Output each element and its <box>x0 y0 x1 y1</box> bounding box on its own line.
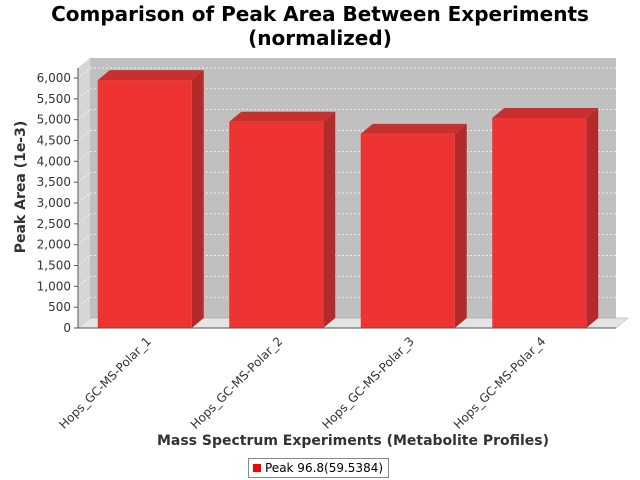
grid-lines <box>77 67 616 308</box>
grid-line-diag <box>77 88 91 100</box>
grid-line-diag <box>77 171 91 183</box>
bar <box>360 123 467 328</box>
y-tick-label: 500 <box>48 300 71 314</box>
legend-swatch <box>253 464 261 472</box>
legend-label: Peak 96.8(59.5384) <box>265 461 384 475</box>
bars <box>97 70 599 328</box>
plot-side-wall <box>78 58 90 328</box>
bar-front <box>360 133 455 328</box>
bar-side <box>323 111 336 328</box>
y-tick-label: 5,000 <box>37 113 71 127</box>
grid-line-diag <box>77 130 91 141</box>
legend: Peak 96.8(59.5384) <box>248 458 390 478</box>
x-axis-title: Mass Spectrum Experiments (Metabolite Pr… <box>157 433 549 449</box>
y-tick-label: 6,000 <box>37 71 71 85</box>
bar <box>97 70 204 328</box>
bar-top <box>492 108 599 118</box>
bar-side <box>191 70 204 328</box>
bar-side <box>454 123 467 328</box>
grid-line-diag <box>77 67 91 79</box>
grid-line-diag <box>77 234 91 245</box>
y-tick-label: 4,000 <box>37 154 71 168</box>
x-tick-label: Hops_GC-MS-Polar_4 <box>451 334 549 432</box>
grid-line-diag <box>77 213 91 225</box>
y-tick-label: 0 <box>63 321 71 335</box>
chart-title-line-2: (normalized) <box>248 26 392 50</box>
y-axis-ticks: 0 500 1,000 1,500 2,000 2,500 3,000 3,500 4,000 4… <box>37 71 78 335</box>
y-tick-label: 3,000 <box>37 196 71 210</box>
bar-top <box>97 70 204 81</box>
chart-title-line-1: Comparison of Peak Area Between Experime… <box>51 2 589 26</box>
x-tick-label: Hops_GC-MS-Polar_1 <box>56 334 154 432</box>
x-tick-label: Hops_GC-MS-Polar_2 <box>188 334 286 432</box>
grid-line-diag <box>77 192 91 204</box>
grid-line-diag <box>77 109 91 120</box>
chart-title: Comparison of Peak Area Between Experime… <box>0 2 640 50</box>
x-axis-ticks: Hops_GC-MS-Polar_1 Hops_GC-MS-Polar_2 Hops… <box>56 334 548 432</box>
y-tick-label: 5,500 <box>37 92 71 106</box>
bar <box>229 111 336 328</box>
y-tick-label: 3,500 <box>37 175 71 189</box>
bar-top <box>229 111 336 122</box>
x-tick-label: Hops_GC-MS-Polar_3 <box>319 334 417 432</box>
grid-line-diag <box>77 296 91 308</box>
bar-side <box>586 108 599 328</box>
y-axis-title: Peak Area (1e-3) <box>13 121 29 254</box>
y-tick-label: 1,500 <box>37 259 71 273</box>
y-tick-label: 4,500 <box>37 134 71 148</box>
axes <box>77 68 616 329</box>
bar-front <box>492 118 587 328</box>
y-tick-label: 2,500 <box>37 217 71 231</box>
bar <box>492 108 599 328</box>
bar-front <box>229 121 324 328</box>
y-tick-label: 2,000 <box>37 238 71 252</box>
y-tick-label: 1,000 <box>37 279 71 293</box>
bar-top <box>360 123 467 134</box>
grid-line-diag <box>77 255 91 266</box>
grid-line-diag <box>77 151 91 162</box>
grid-line-diag <box>77 276 91 287</box>
bar-front <box>97 80 192 328</box>
